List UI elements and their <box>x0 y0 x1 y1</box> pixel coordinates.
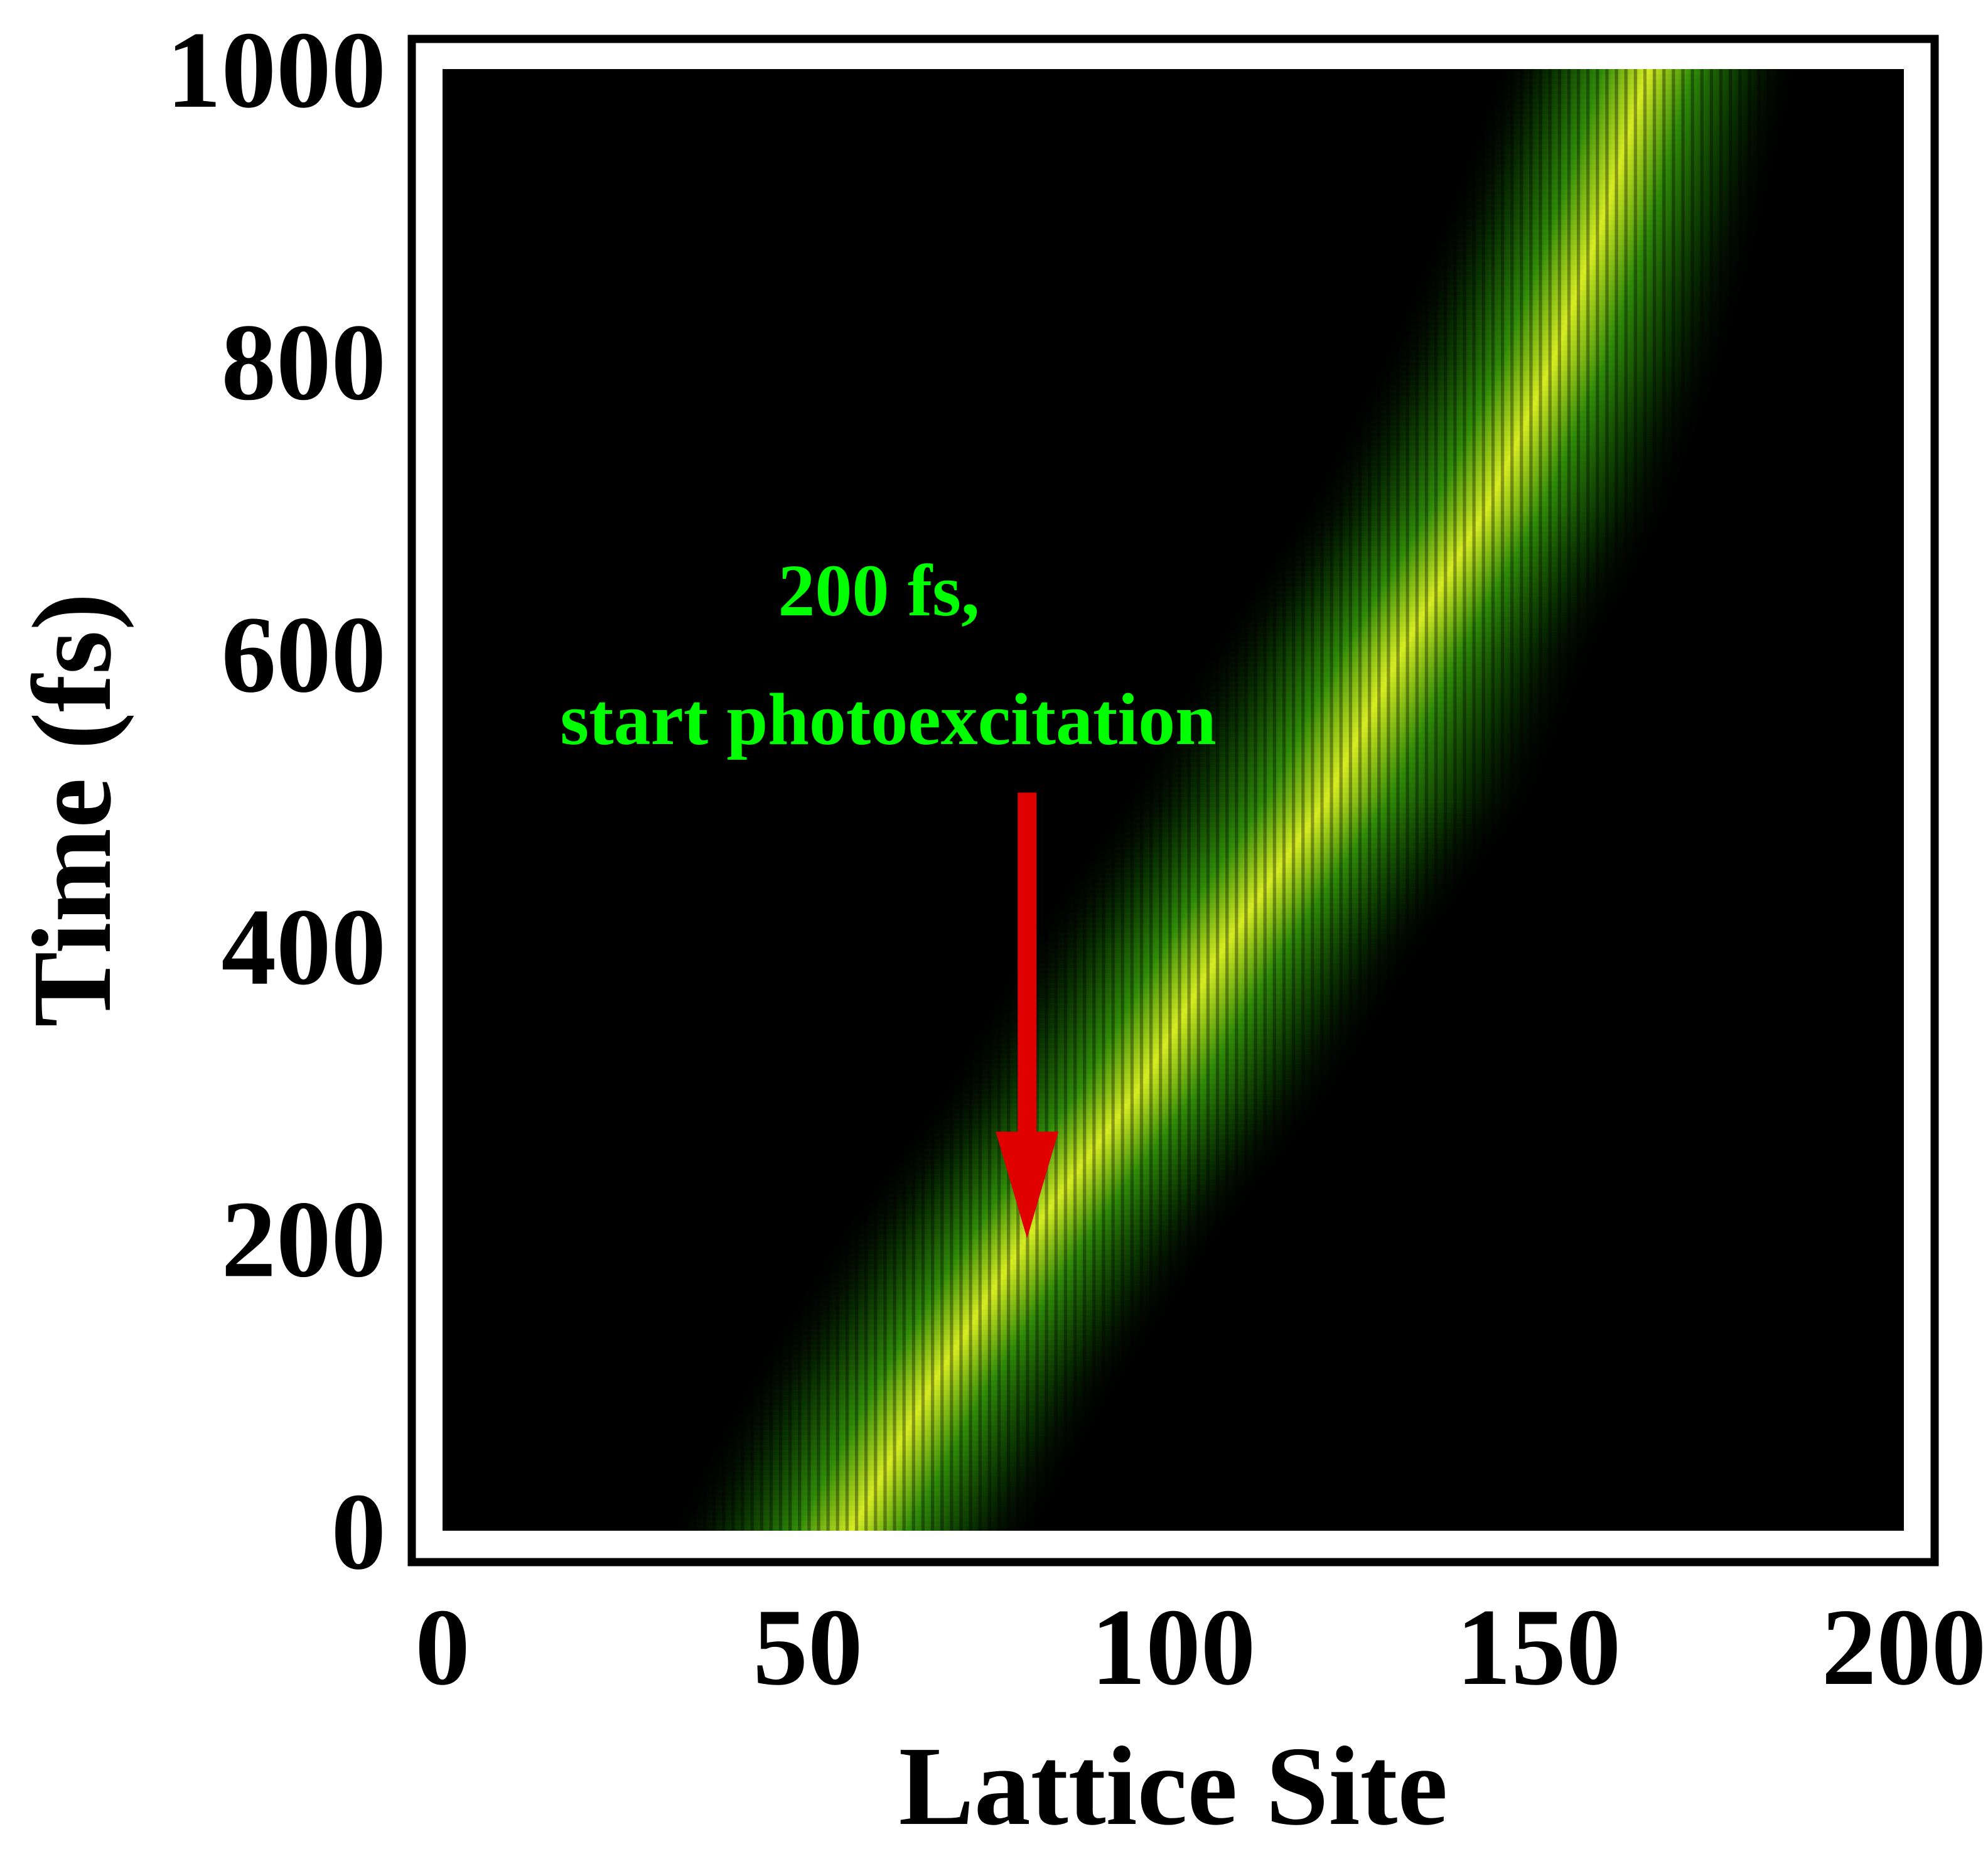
x-tick-label: 100 <box>1091 1586 1256 1708</box>
y-tick-label: 200 <box>222 1178 387 1300</box>
annotation: 200 fs, start photoexcitation <box>560 549 1217 1239</box>
y-tick-label: 600 <box>222 593 387 715</box>
plot-frame <box>407 35 1939 1567</box>
x-tick-label: 50 <box>753 1586 863 1708</box>
y-tick-label: 1000 <box>166 9 386 131</box>
y-tick-label: 800 <box>222 301 387 423</box>
heatmap-layer <box>443 69 1904 1531</box>
x-tick-label: 200 <box>1822 1586 1987 1708</box>
x-tick-label: 150 <box>1456 1586 1621 1708</box>
y-tick-label: 400 <box>222 886 387 1008</box>
annotation-line-1: 200 fs, <box>778 549 979 632</box>
tick-labels: 0 50 100 150 200 0 200 400 600 800 1000 <box>166 9 1986 1708</box>
annotation-line-2: start photoexcitation <box>560 678 1216 760</box>
stripe-texture <box>443 69 1904 1531</box>
annotation-arrow-head <box>996 1131 1059 1239</box>
y-tick-label: 0 <box>331 1470 387 1592</box>
x-tick-label: 0 <box>415 1586 470 1708</box>
y-axis-label: Time (fs) <box>9 593 134 1027</box>
x-axis-label: Lattice Site <box>899 1723 1448 1848</box>
